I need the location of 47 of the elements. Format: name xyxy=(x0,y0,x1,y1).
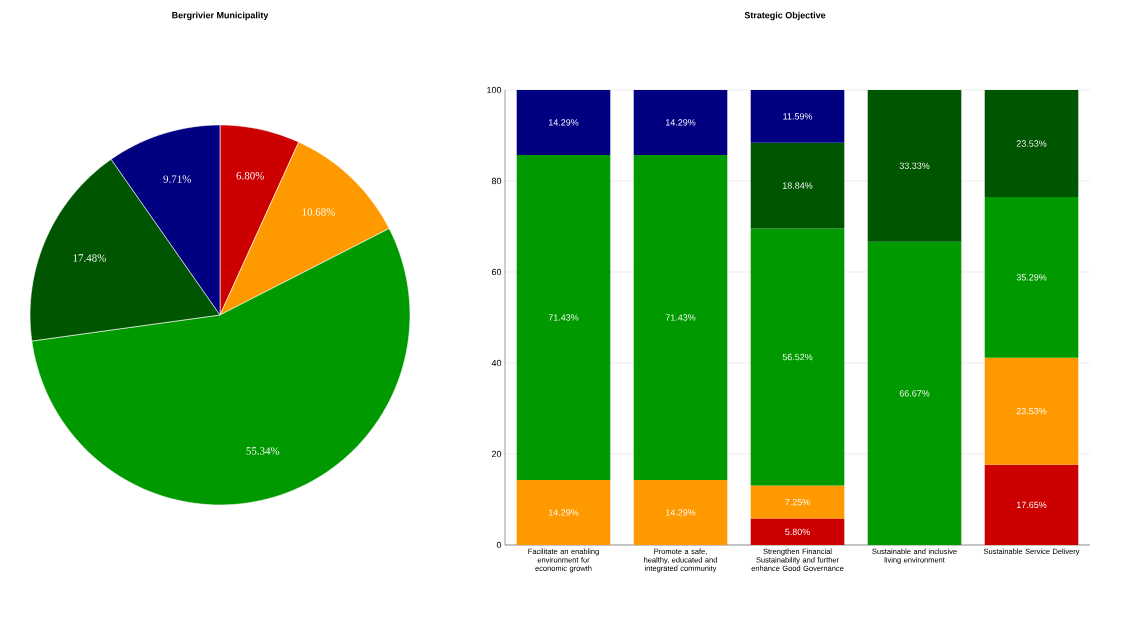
bar xyxy=(984,357,1079,465)
bar xyxy=(867,241,962,545)
bar xyxy=(750,89,845,143)
chart-title: Bergrivier Municipality xyxy=(172,11,269,21)
bar xyxy=(516,479,611,545)
bar xyxy=(750,142,845,229)
data-label: 23.53% xyxy=(1016,407,1047,415)
bar xyxy=(984,89,1079,198)
bar xyxy=(633,479,728,545)
data-label: 14.29% xyxy=(665,119,696,126)
data-label: 6.80% xyxy=(236,172,264,180)
data-label: 35.29% xyxy=(1016,274,1047,281)
bar xyxy=(633,154,728,480)
data-label: 5.80% xyxy=(785,528,810,535)
bar xyxy=(984,197,1079,358)
data-label: 71.43% xyxy=(665,314,696,321)
y-tick-label: 100 xyxy=(487,86,502,94)
data-label: 10.68% xyxy=(302,208,335,216)
data-label: 17.48% xyxy=(73,254,106,262)
bar xyxy=(984,464,1079,545)
y-tick-label: 40 xyxy=(491,359,502,367)
bar xyxy=(633,89,728,155)
y-tick-label: 60 xyxy=(491,268,502,276)
data-label: 14.29% xyxy=(665,509,696,516)
data-label: 14.29% xyxy=(548,509,579,516)
data-label: 55.34% xyxy=(246,447,280,455)
bar xyxy=(750,485,845,519)
data-label: 56.52% xyxy=(782,353,813,361)
bar xyxy=(750,518,845,545)
y-tick-label: 20 xyxy=(491,450,502,458)
data-label: 18.84% xyxy=(782,182,813,189)
bar xyxy=(516,154,611,480)
data-label: 7.25% xyxy=(785,498,810,506)
data-label: 9.71% xyxy=(163,175,191,183)
data-label: 23.53% xyxy=(1016,140,1047,147)
data-label: 17.65% xyxy=(1016,501,1047,509)
y-tick-label: 80 xyxy=(491,177,502,185)
bar xyxy=(750,228,845,486)
data-label: 14.29% xyxy=(548,119,579,126)
data-label: 33.33% xyxy=(899,162,930,169)
data-label: 11.59% xyxy=(783,113,813,120)
bar xyxy=(867,89,962,242)
y-tick-label: 0 xyxy=(496,541,502,549)
chart-title: Strategic Objective xyxy=(744,11,826,21)
data-label: 66.67% xyxy=(899,390,930,397)
data-label: 71.43% xyxy=(548,314,579,321)
bar xyxy=(516,89,611,155)
